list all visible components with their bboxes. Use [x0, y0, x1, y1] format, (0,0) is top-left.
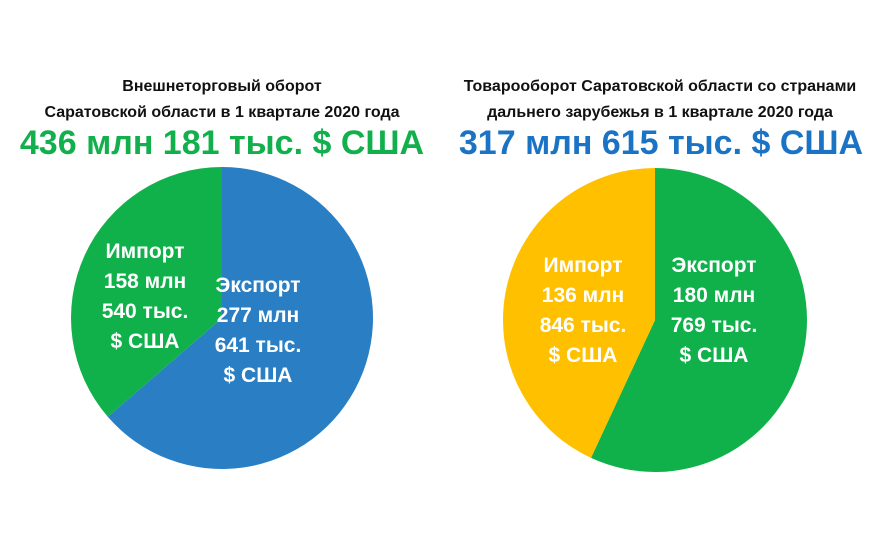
pie0-label-export-line1: Экспорт: [215, 274, 300, 297]
pie0-slice-import: [70, 167, 222, 417]
right-total: 317 млн 615 тыс. $ США: [458, 124, 864, 162]
pie1-label-export-line4: $ США: [680, 344, 749, 367]
pie0-label-import-line2: 158 млн: [104, 270, 186, 293]
pie1-slice-import: [503, 168, 655, 458]
right-title-line-2: дальнего зарубежья в 1 квартале 2020 год…: [487, 104, 833, 121]
left-title-line-1: Внешнеторговый оборот: [122, 78, 322, 95]
left-title-line-2: Саратовской области в 1 квартале 2020 го…: [44, 104, 400, 121]
pie1-label-import-line2: 136 млн: [542, 284, 624, 307]
pie0-label-export-line4: $ США: [224, 364, 293, 387]
pie0-label-import-line4: $ США: [111, 330, 180, 353]
pie1-label-export-line1: Экспорт: [671, 254, 756, 277]
right-title-line-1: Товарооборот Саратовской области со стра…: [463, 78, 857, 95]
pie0-label-import-line1: Импорт: [106, 240, 185, 263]
pie0-label-import-line3: 540 тыс.: [102, 300, 189, 323]
pie1-label-export-line2: 180 млн: [673, 284, 755, 307]
pie1-label-import-line1: Импорт: [544, 254, 623, 277]
pie1-slice-export: [591, 168, 807, 472]
pie0-label-export-line3: 641 тыс.: [215, 334, 302, 357]
pie1-label-import-line3: 846 тыс.: [540, 314, 627, 337]
pie1-label-export-line3: 769 тыс.: [671, 314, 758, 337]
pie0-label-export-line2: 277 млн: [217, 304, 299, 327]
left-total: 436 млн 181 тыс. $ США: [19, 124, 425, 162]
right-title: Товарооборот Саратовской области со стра…: [440, 74, 880, 126]
left-title: Внешнеторговый оборот Саратовской област…: [20, 74, 424, 126]
pie0-slice-export: [107, 167, 374, 469]
pie1-label-import-line4: $ США: [549, 344, 618, 367]
